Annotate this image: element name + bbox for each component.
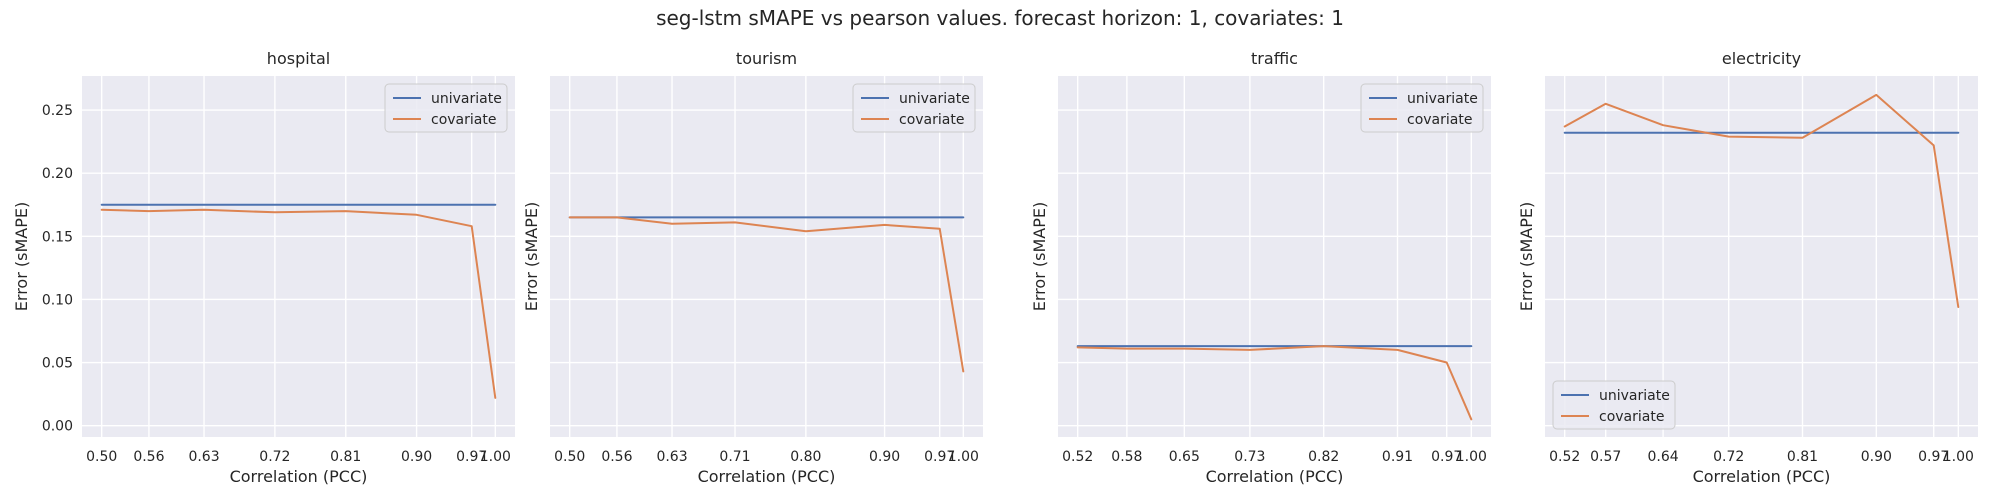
legend-label-covariate: covariate	[1407, 112, 1472, 128]
x-tick-label: 1.00	[1456, 449, 1487, 465]
legend-label-univariate: univariate	[899, 91, 970, 107]
x-axis-label: Correlation (PCC)	[230, 467, 368, 486]
x-tick-label: 0.80	[790, 449, 821, 465]
x-tick-label: 0.97	[1918, 449, 1949, 465]
series-line-covariate	[1076, 345, 1473, 421]
x-tick-label: 0.52	[1549, 449, 1580, 465]
x-tick-label: 1.00	[948, 449, 979, 465]
plot-area	[1058, 76, 1491, 437]
x-tick-label: 0.81	[330, 449, 361, 465]
y-axis-label: Error (sMAPE)	[522, 202, 541, 311]
x-tick-label: 0.63	[188, 449, 219, 465]
x-tick-label: 0.90	[1861, 449, 1892, 465]
figure-title: seg-lstm sMAPE vs pearson values. foreca…	[656, 6, 1344, 30]
x-tick-label: 0.65	[1169, 449, 1200, 465]
series-line-covariate	[100, 208, 497, 399]
x-tick-label: 0.56	[133, 449, 164, 465]
y-tick-label: 0.25	[42, 103, 73, 119]
legend: univariate covariate	[852, 83, 976, 133]
y-tick-label: 0.15	[42, 229, 73, 245]
legend-label-univariate: univariate	[431, 91, 502, 107]
x-tick-label: 0.81	[1787, 449, 1818, 465]
x-tick-label: 0.58	[1111, 449, 1142, 465]
x-tick-label: 0.50	[554, 449, 585, 465]
x-tick-label: 0.90	[869, 449, 900, 465]
x-axis-label: Correlation (PCC)	[698, 467, 836, 486]
series-line-covariate	[1563, 93, 1960, 308]
plot-area	[82, 76, 515, 437]
y-tick-label: 0.00	[42, 419, 73, 435]
x-tick-label: 0.64	[1648, 449, 1679, 465]
panel-electricity: electricity 0.52 0.57 0.64 0.72 0.81 0.90 0.971…	[1517, 49, 1978, 486]
x-tick-label: 0.97	[924, 449, 955, 465]
panel-title: tourism	[736, 49, 797, 68]
y-axis-label: Error (sMAPE)	[1517, 202, 1536, 311]
x-tick-label: 0.63	[656, 449, 687, 465]
legend-label-covariate: covariate	[1599, 409, 1664, 425]
x-tick-label: 0.91	[1382, 449, 1413, 465]
panel-title: hospital	[267, 49, 330, 68]
panel-title: electricity	[1722, 49, 1801, 68]
x-axis-label: Correlation (PCC)	[1693, 467, 1831, 486]
x-tick-label: 0.56	[601, 449, 632, 465]
x-tick-label: 1.00	[480, 449, 511, 465]
panel-hospital: hospital 0.50 0.56 0.63 0.72 0.81 0.90 0.971.00…	[12, 49, 515, 486]
x-tick-label: 0.97	[1431, 449, 1462, 465]
x-tick-label: 1.00	[1943, 449, 1974, 465]
legend-label-covariate: covariate	[431, 112, 496, 128]
y-tick-label: 0.05	[42, 356, 73, 372]
x-tick-label: 0.97	[456, 449, 487, 465]
x-tick-label: 0.71	[719, 449, 750, 465]
x-tick-label: 0.50	[86, 449, 117, 465]
x-tick-label: 0.72	[1713, 449, 1744, 465]
panel-title: traffic	[1251, 49, 1298, 68]
x-tick-label: 0.90	[401, 449, 432, 465]
legend-label-covariate: covariate	[899, 112, 964, 128]
y-axis-label: Error (sMAPE)	[1030, 202, 1049, 311]
legend: univariate covariate	[1360, 83, 1484, 133]
x-tick-label: 0.82	[1308, 449, 1339, 465]
legend-label-univariate: univariate	[1599, 388, 1670, 404]
legend-label-univariate: univariate	[1407, 91, 1478, 107]
y-tick-label: 0.10	[42, 292, 73, 308]
y-axis-label: Error (sMAPE)	[12, 202, 31, 311]
panel-tourism: tourism 0.50 0.56 0.63 0.71 0.80 0.90 0.971.00 C…	[522, 49, 983, 486]
plot-area	[550, 76, 983, 437]
legend: univariate covariate	[384, 83, 508, 133]
series-line-covariate	[568, 216, 965, 373]
y-tick-label: 0.20	[42, 166, 73, 182]
x-tick-label: 0.73	[1234, 449, 1265, 465]
x-tick-label: 0.52	[1062, 449, 1093, 465]
x-tick-label: 0.72	[259, 449, 290, 465]
x-axis-label: Correlation (PCC)	[1206, 467, 1344, 486]
legend: univariate covariate	[1552, 380, 1676, 430]
panel-traffic: traffic 0.52 0.58 0.65 0.73 0.82 0.91 0.971.00 C…	[1030, 49, 1491, 486]
x-tick-label: 0.57	[1590, 449, 1621, 465]
